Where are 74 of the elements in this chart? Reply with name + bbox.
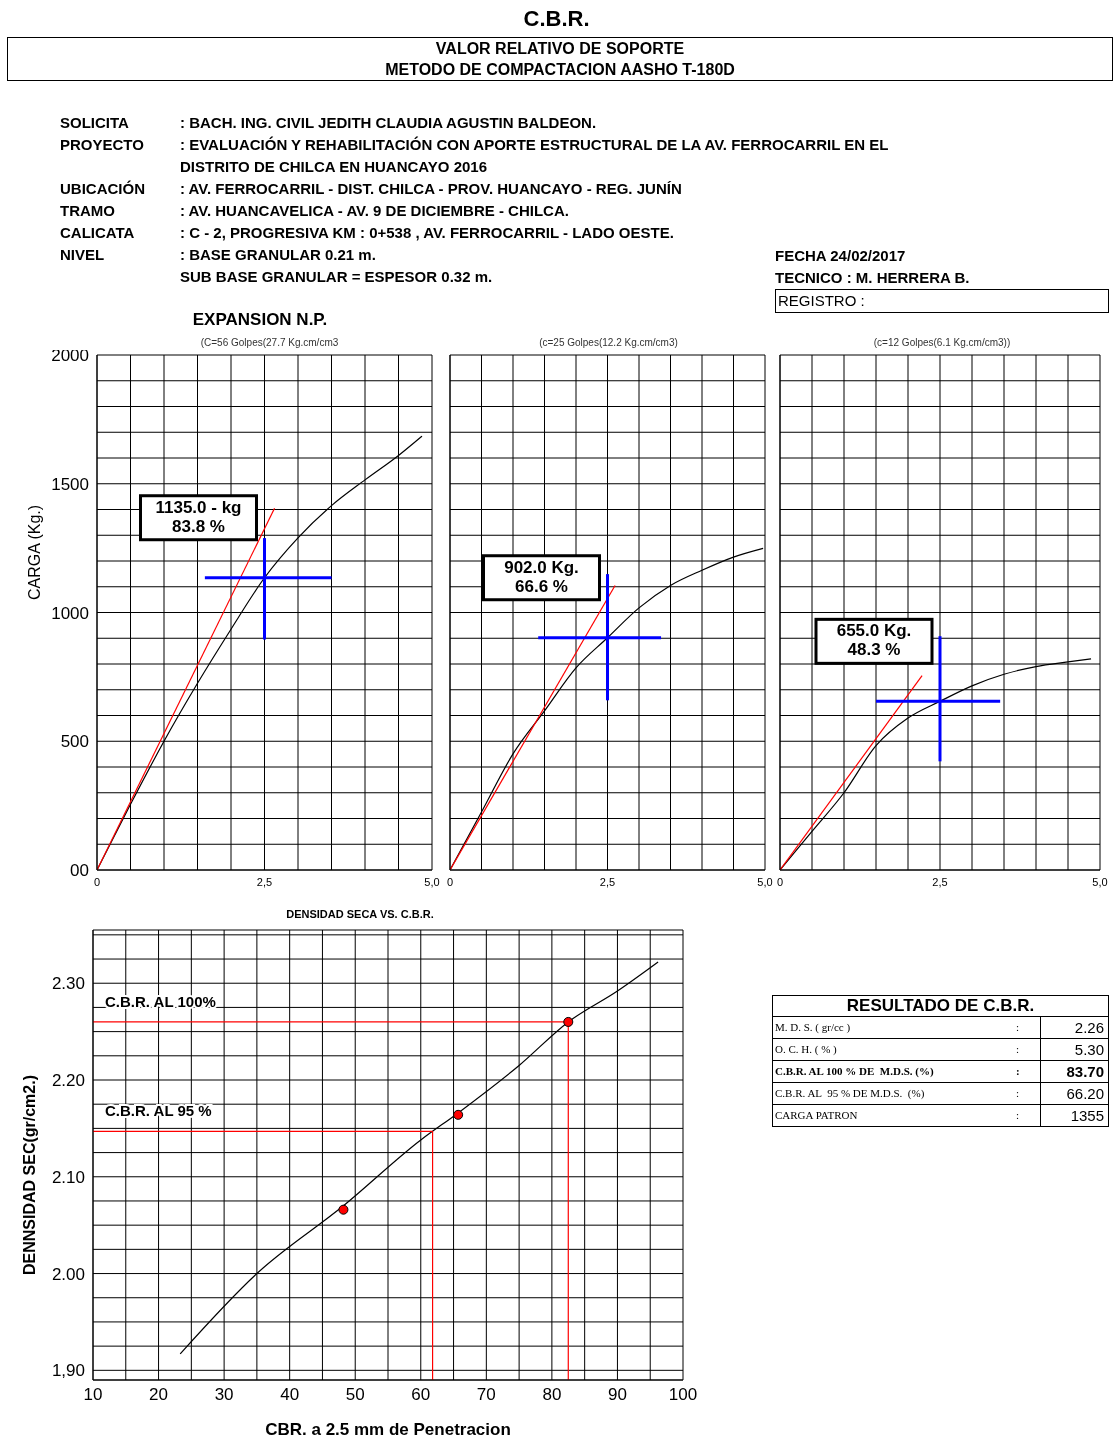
category-label: C.B.R. AL 95 % DE M.D.S. (%) xyxy=(775,1086,926,1101)
text: : AV. FERROCARRIL - DIST. CHILCA - PROV. HUANCAYO - REG. JUNÍN xyxy=(180,179,683,199)
y-tick-label: 500 xyxy=(60,732,89,752)
x-tick-label: 60 xyxy=(411,1385,431,1405)
y-tick-label: 2.30 xyxy=(51,974,85,994)
y-tick-label: 2.20 xyxy=(51,1071,85,1091)
category-label: C.B.R. AL 100 % DE M.D.S. (%) xyxy=(775,1064,935,1079)
text: : xyxy=(1016,1086,1021,1101)
annotation: 1135.0 - kg 83.8 % xyxy=(155,497,242,536)
text: : BACH. ING. CIVIL JEDITH CLAUDIA AGUSTIN BALDEON. xyxy=(180,113,598,133)
y-tick-label: 2000 xyxy=(51,346,89,366)
x-tick-label: 0 xyxy=(776,875,784,888)
x-tick-label: 10 xyxy=(83,1385,103,1405)
y-axis-title: CARGA (Kg.) xyxy=(25,504,43,601)
text: RESULTADO DE C.B.R. xyxy=(773,996,1108,1017)
text: : EVALUACIÓN Y REHABILITACIÓN CON APORTE ESTRUCTURAL DE LA AV. FERROCARRIL EN EL DISTRITO DE CHILCA EN HUANCAYO 2016 xyxy=(180,135,890,177)
text: UBICACIÓN xyxy=(60,179,146,199)
x-tick-label: 50 xyxy=(345,1385,365,1405)
text: : BASE GRANULAR 0.21 m. SUB BASE GRANULAR = ESPESOR 0.32 m. xyxy=(180,246,493,285)
text: CALICATA xyxy=(60,223,136,243)
category-label: M. D. S. ( gr/cc ) xyxy=(775,1020,852,1035)
chart-subtitle: (c=12 Golpes(6.1 Kg.cm/cm3)) xyxy=(872,337,1012,348)
y-axis-title: DENNSIDAD SEC(gr/cm2.) xyxy=(20,1074,38,1276)
text: FECHA 24/02/2017 xyxy=(775,246,907,266)
x-tick-label: 0 xyxy=(93,875,101,888)
text: : xyxy=(1016,1020,1021,1035)
text: NIVEL xyxy=(60,245,106,265)
annotation: 902.0 Kg. 66.6 % xyxy=(504,557,579,596)
chart-subtitle: (c=25 Golpes(12.2 Kg.cm/cm3) xyxy=(538,337,679,348)
x-tick-label: 5,0 xyxy=(1092,875,1108,888)
text: 66.20 xyxy=(1066,1085,1104,1102)
text: SOLICITA xyxy=(60,113,130,133)
x-tick-label: 40 xyxy=(280,1385,300,1405)
x-tick-label: 5,0 xyxy=(424,875,440,888)
text: 1355 xyxy=(1070,1107,1104,1124)
text: VALOR RELATIVO DE SOPORTE xyxy=(434,39,686,59)
x-tick-label: 100 xyxy=(668,1385,698,1405)
text: : xyxy=(1016,1108,1021,1123)
x-tick-label: 70 xyxy=(476,1385,496,1405)
text: 83.70 xyxy=(1066,1063,1104,1080)
chart-subtitle: (C=56 Golpes(27.7 Kg.cm/cm3 xyxy=(199,337,340,348)
y-tick-label: 00 xyxy=(70,861,89,881)
text: REGISTRO : xyxy=(775,289,1109,313)
x-tick-label: 2,5 xyxy=(932,875,948,888)
text: 2.26 xyxy=(1074,1019,1104,1036)
text: : AV. HUANCAVELICA - AV. 9 DE DICIEMBRE - CHILCA. xyxy=(180,201,570,221)
text: : xyxy=(1016,1064,1021,1079)
y-tick-label: 1000 xyxy=(51,603,89,623)
y-tick-label: 2.00 xyxy=(51,1264,85,1284)
category-label: CARGA PATRON xyxy=(775,1108,859,1123)
x-tick-label: 0 xyxy=(446,875,454,888)
text: PROYECTO xyxy=(60,135,145,155)
x-tick-label: 30 xyxy=(214,1385,234,1405)
text: : C - 2, PROGRESIVA KM : 0+538 , AV. FERROCARRIL - LADO OESTE. xyxy=(180,223,675,243)
x-tick-label: 90 xyxy=(607,1385,627,1405)
text: TECNICO : M. HERRERA B. xyxy=(775,268,971,288)
chart-title: EXPANSION N.P. xyxy=(191,310,329,330)
annotation: 655.0 Kg. 48.3 % xyxy=(836,621,912,660)
x-tick-label: 5,0 xyxy=(757,875,773,888)
text: 5.30 xyxy=(1074,1041,1104,1058)
category-label: O. C. H. ( % ) xyxy=(775,1042,838,1057)
y-tick-label: 2.10 xyxy=(51,1167,85,1187)
x-tick-label: 80 xyxy=(542,1385,562,1405)
x-tick-label: 20 xyxy=(149,1385,169,1405)
chart-title: DENSIDAD SECA VS. C.B.R. xyxy=(285,908,435,920)
text: METODO DE COMPACTACION AASHO T-180D xyxy=(384,60,736,80)
text: C.B.R. xyxy=(522,6,591,32)
y-tick-label: 1,90 xyxy=(51,1361,85,1381)
x-tick-label: 2,5 xyxy=(599,875,616,888)
x-tick-label: 2,5 xyxy=(256,875,273,888)
y-tick-label: 1500 xyxy=(51,474,89,494)
text: TRAMO xyxy=(60,201,116,221)
text: : xyxy=(1016,1042,1021,1057)
x-axis-title: CBR. a 2.5 mm de Penetracion xyxy=(265,1420,511,1439)
